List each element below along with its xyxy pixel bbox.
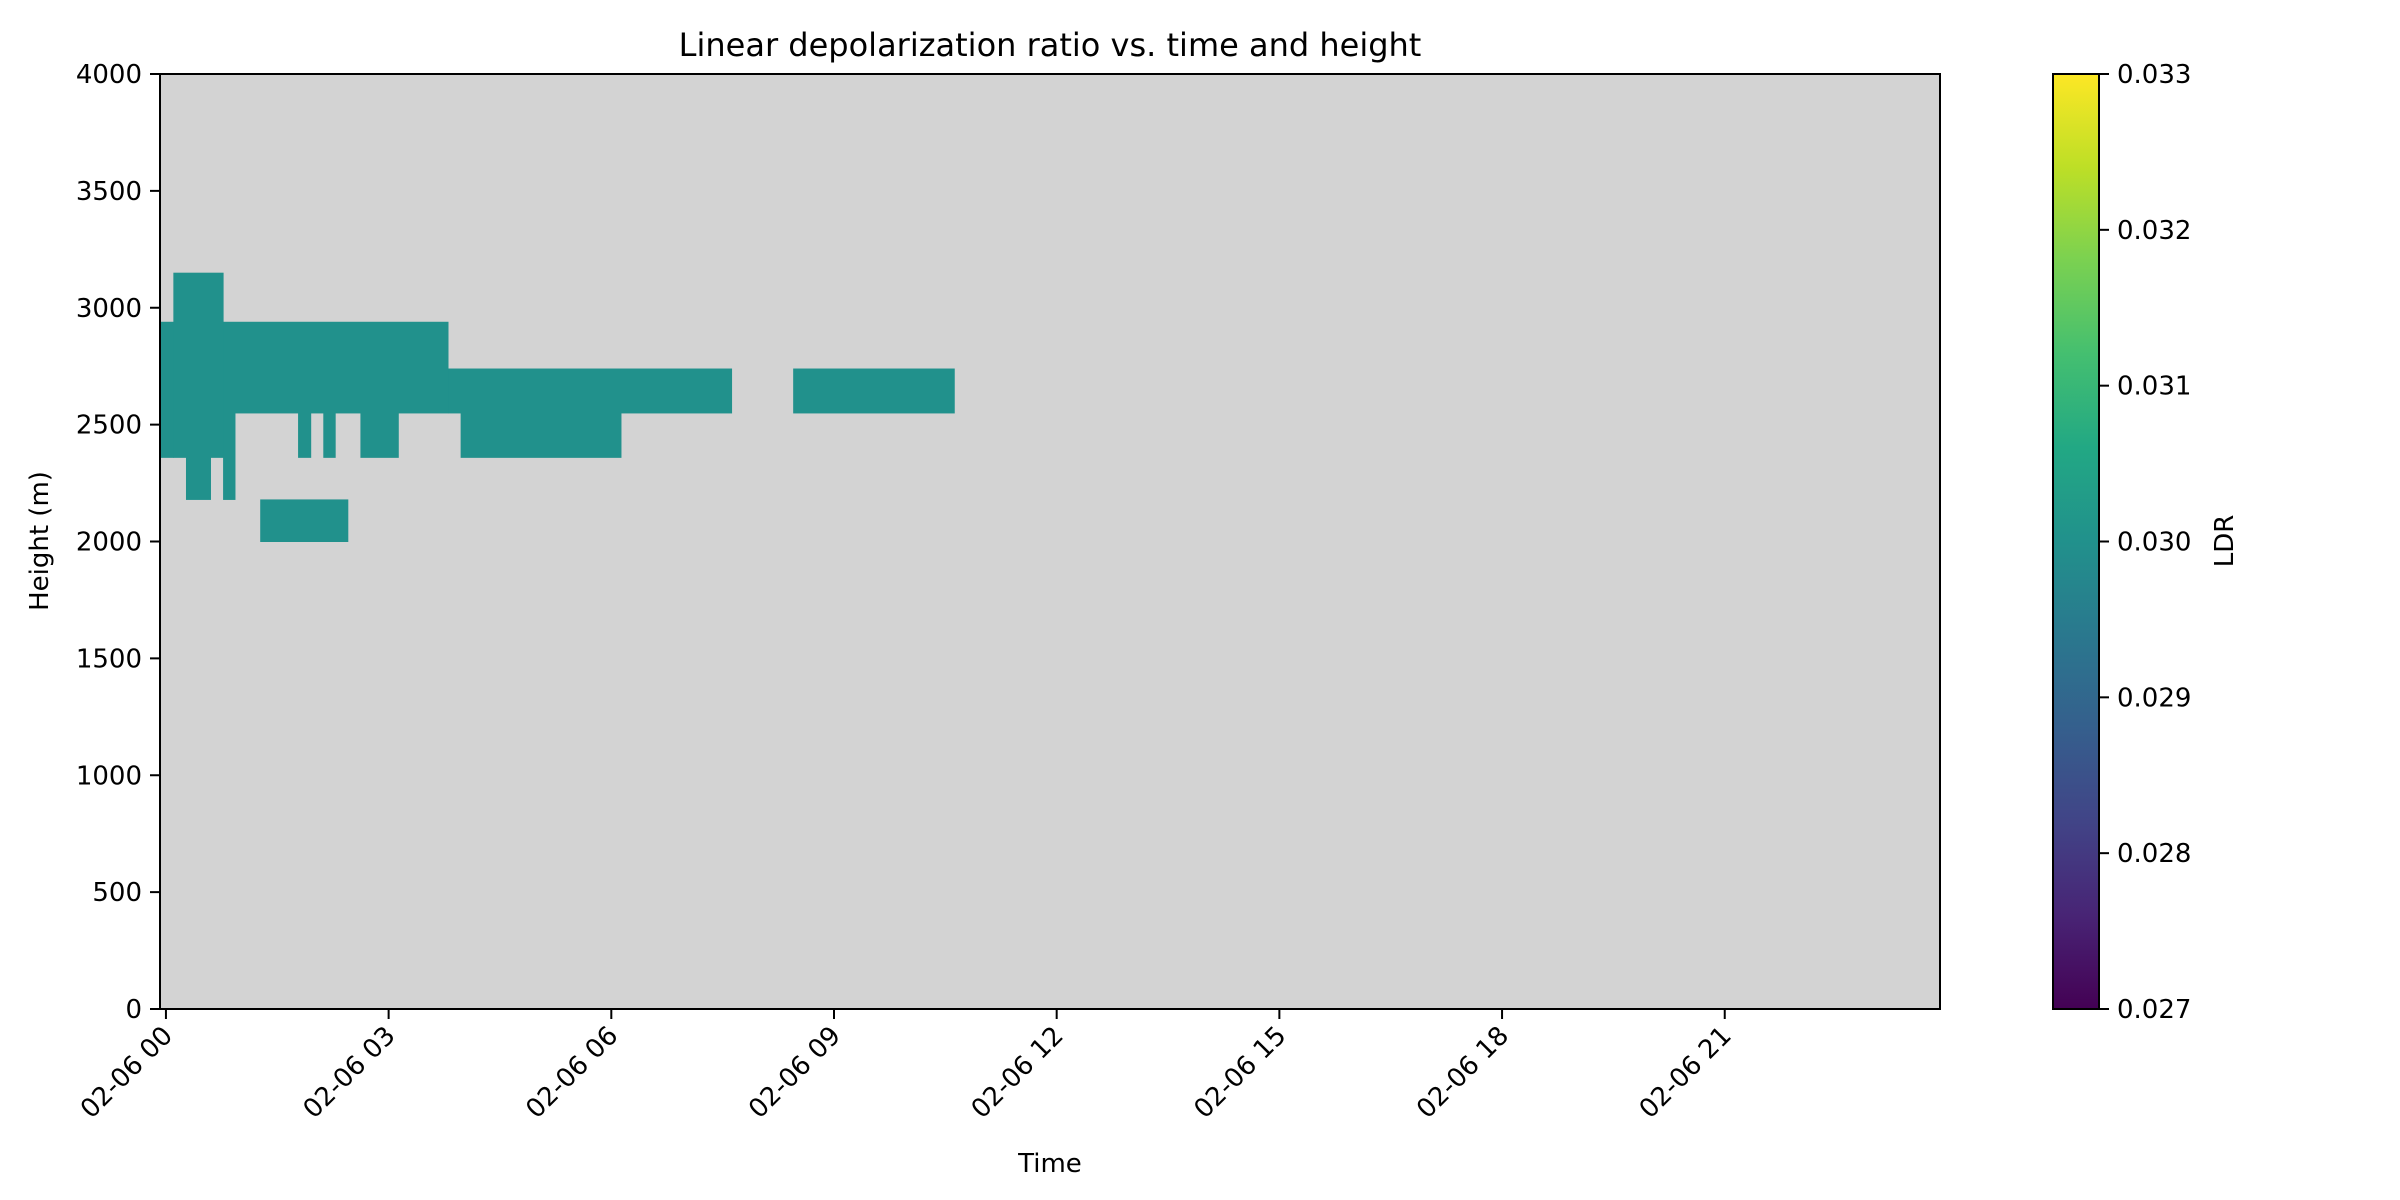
chart-title: Linear depolarization ratio vs. time and… [679,26,1422,64]
x-tick-label: 02-06 00 [75,1021,179,1125]
y-tick-label: 2000 [76,528,142,558]
heatmap-cell [793,368,955,414]
x-axis-ticks: 02-06 00 02-06 03 02-06 06 02-06 09 02-06 12… [75,1009,1738,1125]
y-tick-label: 1000 [76,761,142,791]
colorbar-label: LDR [2210,515,2240,568]
plot-background [160,74,1940,1009]
heatmap-cell [173,272,224,458]
y-axis-ticks: 0 500 1000 1500 2000 2500 3000 3500 4000 [76,60,160,1025]
colorbar-tick-label: 0.032 [2117,216,2191,246]
y-tick-label: 4000 [76,60,142,90]
colorbar-ticks: 0.027 0.028 0.029 0.030 0.031 0.032 0.033 [2099,60,2191,1025]
heatmap-cell [223,321,449,414]
x-tick-label: 02-06 18 [1411,1021,1515,1125]
colorbar-tick-label: 0.033 [2117,60,2191,90]
colorbar [2052,73,2100,1010]
y-tick-label: 3000 [76,294,142,324]
heatmap-cell [260,499,349,542]
heatmap-cell [323,412,336,458]
colorbar-tick-label: 0.029 [2117,683,2191,713]
heatmap-cell [360,412,399,458]
x-tick-label: 02-06 21 [1634,1021,1738,1125]
colorbar-tick-label: 0.027 [2117,995,2191,1025]
heatmap-cell [298,412,312,458]
y-tick-label: 2500 [76,411,142,441]
x-tick-label: 02-06 09 [743,1021,847,1125]
x-tick-label: 02-06 15 [1188,1021,1292,1125]
heatmap-cell [448,368,733,414]
y-tick-label: 500 [92,878,142,908]
y-tick-label: 3500 [76,177,142,207]
x-tick-label: 02-06 06 [520,1021,624,1125]
heatmap-cell [185,457,211,500]
heatmap-cell [460,412,622,458]
x-tick-label: 02-06 03 [298,1021,402,1125]
heatmap-cell [160,321,174,458]
colorbar-tick-label: 0.028 [2117,839,2191,869]
y-axis-label: Height (m) [25,471,55,611]
x-tick-label: 02-06 12 [966,1021,1070,1125]
x-axis-label: Time [1017,1149,1082,1179]
colorbar-tick-label: 0.030 [2117,528,2191,558]
heatmap-cells [160,272,955,542]
colorbar-tick-label: 0.031 [2117,372,2191,402]
y-tick-label: 0 [125,995,142,1025]
heatmap-cell [223,412,236,500]
y-tick-label: 1500 [76,644,142,674]
